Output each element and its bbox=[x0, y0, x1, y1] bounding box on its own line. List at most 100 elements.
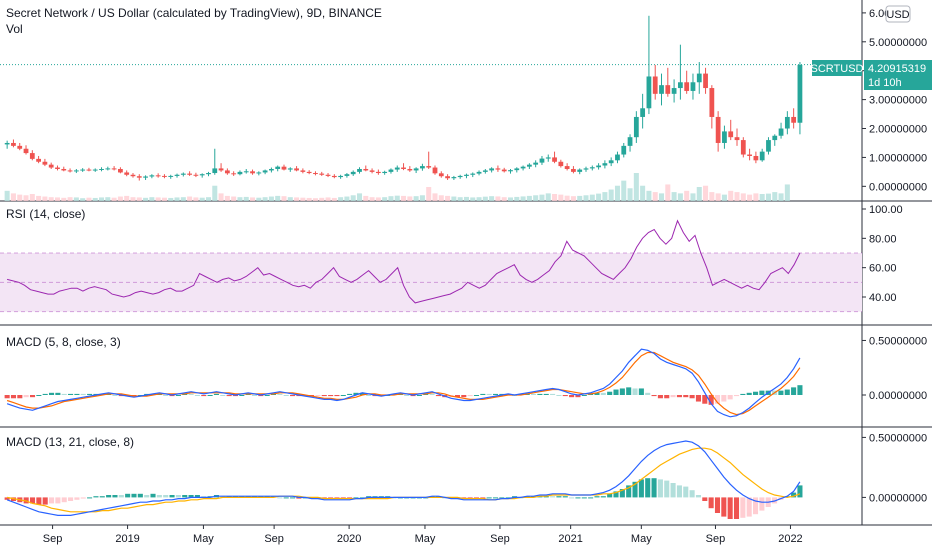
volume-bar bbox=[646, 190, 652, 201]
macd1-histogram-bar bbox=[664, 395, 670, 399]
candle bbox=[407, 168, 413, 171]
macd1-histogram-bar bbox=[429, 393, 435, 395]
volume-bar bbox=[684, 190, 690, 201]
volume-bar bbox=[17, 194, 23, 201]
candle bbox=[206, 173, 211, 175]
candle bbox=[797, 64, 803, 123]
candle bbox=[451, 177, 457, 179]
volume-bar bbox=[86, 197, 92, 201]
macd2-histogram-bar bbox=[87, 497, 93, 499]
candle bbox=[55, 167, 60, 169]
macd1-histogram-bar bbox=[404, 395, 410, 396]
volume-bar bbox=[300, 197, 306, 201]
macd1-histogram-bar bbox=[727, 395, 733, 400]
x-tick-label: May bbox=[631, 533, 652, 545]
macd2-histogram-bar bbox=[125, 493, 131, 498]
y-tick-label: 40.00 bbox=[869, 292, 897, 304]
candle bbox=[143, 176, 148, 178]
macd1-histogram-bar bbox=[220, 395, 226, 396]
macd2-histogram-bar bbox=[575, 497, 581, 499]
candle bbox=[482, 170, 488, 172]
macd2-histogram-bar bbox=[664, 480, 670, 498]
macd1-histogram-bar bbox=[613, 389, 619, 395]
macd1-histogram-bar bbox=[163, 395, 169, 396]
macd1-histogram-bar bbox=[188, 393, 194, 395]
candle bbox=[23, 148, 29, 154]
currency-badge[interactable]: USD bbox=[885, 5, 911, 23]
macd2-histogram-bar bbox=[49, 497, 55, 504]
candle bbox=[684, 82, 690, 91]
volume-bar bbox=[784, 184, 790, 201]
candle bbox=[445, 176, 450, 179]
volume-bar bbox=[602, 192, 608, 201]
macd1-histogram-bar bbox=[315, 395, 321, 397]
macd2-histogram-bar bbox=[556, 496, 562, 498]
macd2-histogram-bar bbox=[670, 483, 676, 498]
volume-bar bbox=[61, 197, 67, 201]
candle bbox=[457, 175, 463, 178]
volume-bar bbox=[67, 197, 73, 201]
rsi-line bbox=[6, 219, 801, 304]
candle bbox=[388, 169, 394, 172]
x-tick-label: Sep bbox=[43, 533, 63, 545]
volume-bar bbox=[577, 195, 583, 201]
volume-bar bbox=[658, 193, 665, 201]
candle bbox=[300, 170, 306, 172]
x-tick-label: Sep bbox=[706, 533, 726, 545]
candle bbox=[231, 173, 237, 175]
macd2-histogram-bar bbox=[683, 486, 689, 498]
macd2-histogram-bar bbox=[695, 495, 701, 498]
price-tag-symbol: SCRTUSD bbox=[811, 63, 864, 75]
candle bbox=[149, 175, 155, 177]
macd1-histogram-bar bbox=[753, 391, 759, 395]
candle bbox=[778, 128, 784, 136]
candle bbox=[464, 174, 469, 176]
volume-bar bbox=[407, 196, 413, 201]
volume-bar bbox=[558, 194, 564, 201]
macd1-histogram-bar bbox=[759, 390, 765, 395]
macd2-histogram-bar bbox=[676, 485, 682, 498]
candle bbox=[571, 168, 576, 172]
candle bbox=[155, 175, 161, 177]
candle bbox=[269, 168, 274, 171]
candle bbox=[29, 153, 35, 159]
volume-bar bbox=[432, 193, 438, 201]
candle bbox=[319, 173, 325, 175]
volume-bar bbox=[180, 197, 186, 201]
macd1-histogram-bar bbox=[733, 395, 740, 397]
volume-bar bbox=[54, 197, 60, 201]
macd1-histogram-bar bbox=[492, 393, 499, 395]
candle bbox=[734, 137, 740, 141]
volume-bar bbox=[224, 195, 230, 201]
candle bbox=[212, 168, 218, 174]
macd1-histogram-bar bbox=[353, 392, 359, 395]
macd1-histogram-bar bbox=[619, 388, 625, 395]
candle bbox=[621, 145, 627, 155]
macd1-histogram-bar bbox=[740, 393, 746, 395]
macd1-histogram-bar bbox=[321, 395, 327, 397]
macd1-histogram-bar bbox=[435, 395, 441, 397]
macd2-histogram-bar bbox=[131, 493, 137, 498]
macd2-histogram-bar bbox=[93, 496, 99, 498]
candle bbox=[703, 73, 708, 89]
macd2-macd-line bbox=[6, 440, 801, 516]
macd2-title: MACD (13, 21, close, 8) bbox=[6, 435, 134, 449]
volume-bar bbox=[187, 196, 193, 201]
candle bbox=[659, 85, 664, 94]
candle bbox=[162, 175, 167, 177]
currency-label: USD bbox=[886, 9, 909, 21]
volume-bar bbox=[778, 193, 784, 201]
macd1-histogram-bar bbox=[239, 395, 245, 396]
macd2-histogram-bar bbox=[188, 495, 194, 498]
macd2-histogram-bar bbox=[283, 497, 289, 499]
volume-bar bbox=[262, 197, 268, 201]
macd1-histogram-bar bbox=[657, 395, 663, 399]
macd1-histogram-bar bbox=[797, 385, 803, 395]
candle bbox=[596, 165, 601, 168]
volume-bar bbox=[640, 185, 646, 201]
macd2-histogram-bar bbox=[112, 495, 118, 498]
macd1-histogram-bar bbox=[112, 395, 118, 396]
candle bbox=[426, 166, 432, 168]
volume-bar bbox=[734, 192, 740, 201]
